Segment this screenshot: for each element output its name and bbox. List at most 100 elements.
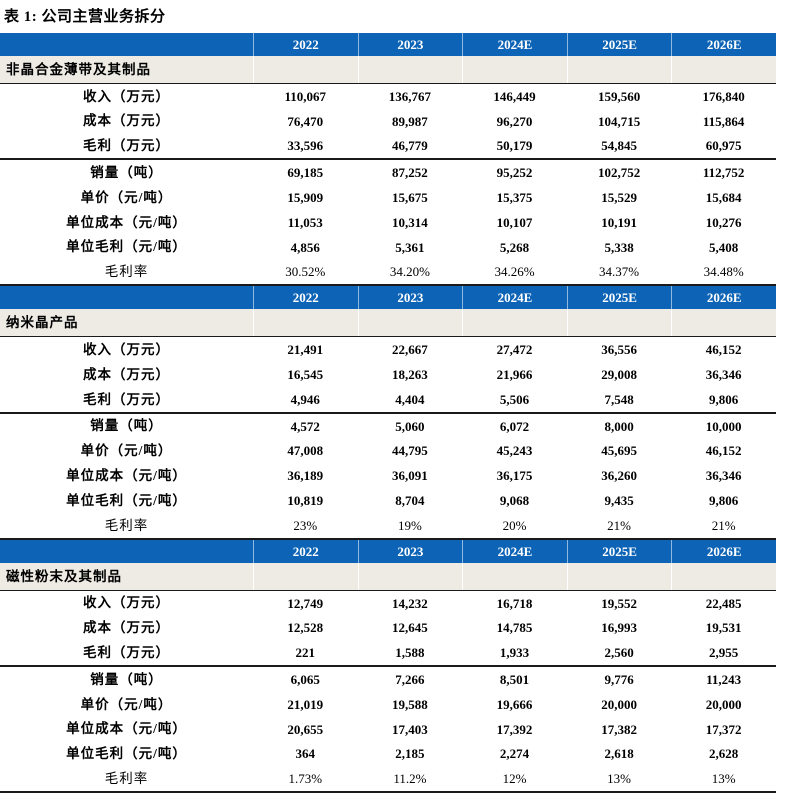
value-cell: 2,185 <box>395 746 425 762</box>
value-cell: 11,053 <box>287 214 323 230</box>
year-header-cell: 2024E <box>462 286 567 310</box>
row-label-cell: 毛利率 <box>104 770 149 786</box>
value-cell: 4,946 <box>290 391 320 407</box>
value-cell: 9,776 <box>604 672 634 688</box>
value-cell: 30.52% <box>285 264 326 280</box>
value-cell: 11.2% <box>393 771 427 787</box>
value-cell: 34.48% <box>703 264 744 280</box>
value-cell: 6,072 <box>499 418 530 434</box>
value-cell: 34.37% <box>599 264 640 280</box>
value-cell: 18,263 <box>392 367 428 383</box>
years-header-row: 2022 2023 2024E 2025E 2026E <box>0 33 776 56</box>
value-cell: 47,008 <box>287 443 324 459</box>
value-cell: 50,179 <box>496 138 533 154</box>
data-row: 单位成本（元/吨） 11,053 10,314 10,107 10,191 10,276 <box>0 209 776 235</box>
value-cell: 2,274 <box>499 746 530 762</box>
value-cell: 19,552 <box>601 595 637 611</box>
value-cell: 15,684 <box>705 190 742 206</box>
year-header-cell: 2023 <box>357 33 463 56</box>
value-cell: 9,806 <box>709 493 739 509</box>
row-label-cell: 单位成本（元/吨） <box>66 214 187 230</box>
value-cell: 7,266 <box>395 672 425 688</box>
value-cell: 87,252 <box>392 165 428 181</box>
value-cell: 8,501 <box>499 672 530 688</box>
value-cell: 9,435 <box>604 493 634 509</box>
year-header-corner-cell <box>0 540 253 563</box>
value-cell: 17,403 <box>392 721 428 737</box>
value-cell: 1.73% <box>288 771 323 787</box>
value-cell: 221 <box>295 645 316 661</box>
data-row: 单位成本（元/吨） 20,655 17,403 17,392 17,382 17,372 <box>0 716 776 742</box>
years-header-row: 2022 2023 2024E 2025E 2026E <box>0 539 776 563</box>
value-cell: 110,067 <box>284 88 327 104</box>
value-cell: 36,346 <box>705 468 742 484</box>
row-label-cell: 单价（元/吨） <box>80 189 173 205</box>
data-row: 毛利（万元） 4,946 4,404 5,506 7,548 9,806 <box>0 386 776 414</box>
data-row: 销量（吨） 6,065 7,266 8,501 9,776 11,243 <box>0 667 776 692</box>
row-label-cell: 毛利率 <box>104 517 149 533</box>
value-cell: 2,955 <box>709 645 739 661</box>
value-cell: 16,718 <box>496 595 533 611</box>
data-row: 销量（吨） 69,185 87,252 95,252 102,752 112,752 <box>0 160 776 186</box>
value-cell: 36,260 <box>601 468 637 484</box>
value-cell: 12,749 <box>287 595 324 611</box>
row-label-cell: 毛利率 <box>104 264 149 280</box>
year-header-cell: 2022 <box>253 286 358 310</box>
data-row: 收入（万元） 110,067 136,767 146,449 159,560 176,84… <box>0 84 776 109</box>
value-cell: 76,470 <box>287 113 324 129</box>
value-cell: 19,531 <box>705 620 742 636</box>
value-cell: 16,993 <box>601 620 637 636</box>
section-empty-cell <box>462 309 567 337</box>
section-empty-cell <box>566 562 672 590</box>
row-label-cell: 单位成本（元/吨） <box>66 721 187 737</box>
data-row: 单价（元/吨） 15,909 15,675 15,375 15,529 15,684 <box>0 185 776 210</box>
value-cell: 10,276 <box>705 214 742 230</box>
value-cell: 136,767 <box>388 88 432 104</box>
section-empty-cell <box>566 309 672 337</box>
value-cell: 10,191 <box>601 214 637 230</box>
section-name-row: 非晶合金薄带及其制品 <box>0 56 776 84</box>
data-row: 单价（元/吨） 47,008 44,795 45,243 45,695 46,152 <box>0 438 776 464</box>
year-header-cell: 2025E <box>566 286 672 310</box>
section-empty-cell <box>462 56 567 83</box>
row-label-cell: 毛利（万元） <box>83 644 170 660</box>
section-name-cell: 纳米晶产品 <box>6 315 79 331</box>
data-row: 收入（万元） 12,749 14,232 16,718 19,552 22,485 <box>0 590 776 616</box>
section-empty-cell <box>671 562 776 590</box>
data-row: 单价（元/吨） 21,019 19,588 19,666 20,000 20,000 <box>0 691 776 717</box>
data-row: 单位毛利（元/吨） 4,856 5,361 5,268 5,338 5,408 <box>0 234 776 260</box>
value-cell: 54,845 <box>601 138 637 154</box>
value-cell: 19,666 <box>496 696 533 712</box>
row-label-cell: 销量（吨） <box>90 418 163 434</box>
value-cell: 34.26% <box>494 264 535 280</box>
row-label-cell: 收入（万元） <box>83 88 170 104</box>
section-empty-cell <box>357 309 463 337</box>
value-cell: 15,375 <box>496 190 533 206</box>
section-empty-cell <box>357 56 463 83</box>
value-cell: 2,628 <box>709 746 739 762</box>
row-label-cell: 毛利（万元） <box>83 138 170 154</box>
row-label-cell: 单位成本（元/吨） <box>66 468 187 483</box>
value-cell: 22,667 <box>392 342 428 358</box>
value-cell: 36,175 <box>496 468 533 484</box>
value-cell: 364 <box>295 746 316 762</box>
years-header-row: 2022 2023 2024E 2025E 2026E <box>0 286 776 310</box>
value-cell: 15,909 <box>287 190 324 206</box>
value-cell: 22,485 <box>705 595 742 611</box>
business-breakdown-table: 2022 2023 2024E 2025E 2026E 非晶合金薄带及其制品 收入（万元） 1… <box>0 33 776 794</box>
year-header-cell: 2026E <box>671 539 776 563</box>
value-cell: 46,152 <box>705 342 742 358</box>
row-label-cell: 单位毛利（元/吨） <box>66 492 187 508</box>
value-cell: 4,572 <box>290 418 320 434</box>
section-empty-cell <box>357 562 463 590</box>
year-header-cell: 2022 <box>253 33 358 56</box>
row-label-cell: 单价（元/吨） <box>80 696 173 712</box>
year-header-cell: 2026E <box>671 33 776 56</box>
data-row: 成本（万元） 76,470 89,987 96,270 104,715 115,864 <box>0 108 776 134</box>
value-cell: 89,987 <box>392 113 428 129</box>
value-cell: 12% <box>502 771 527 787</box>
data-row: 成本（万元） 12,528 12,645 14,785 16,993 19,531 <box>0 615 776 641</box>
value-cell: 69,185 <box>287 165 324 181</box>
row-label-cell: 单价（元/吨） <box>80 443 173 459</box>
value-cell: 13% <box>607 771 631 787</box>
